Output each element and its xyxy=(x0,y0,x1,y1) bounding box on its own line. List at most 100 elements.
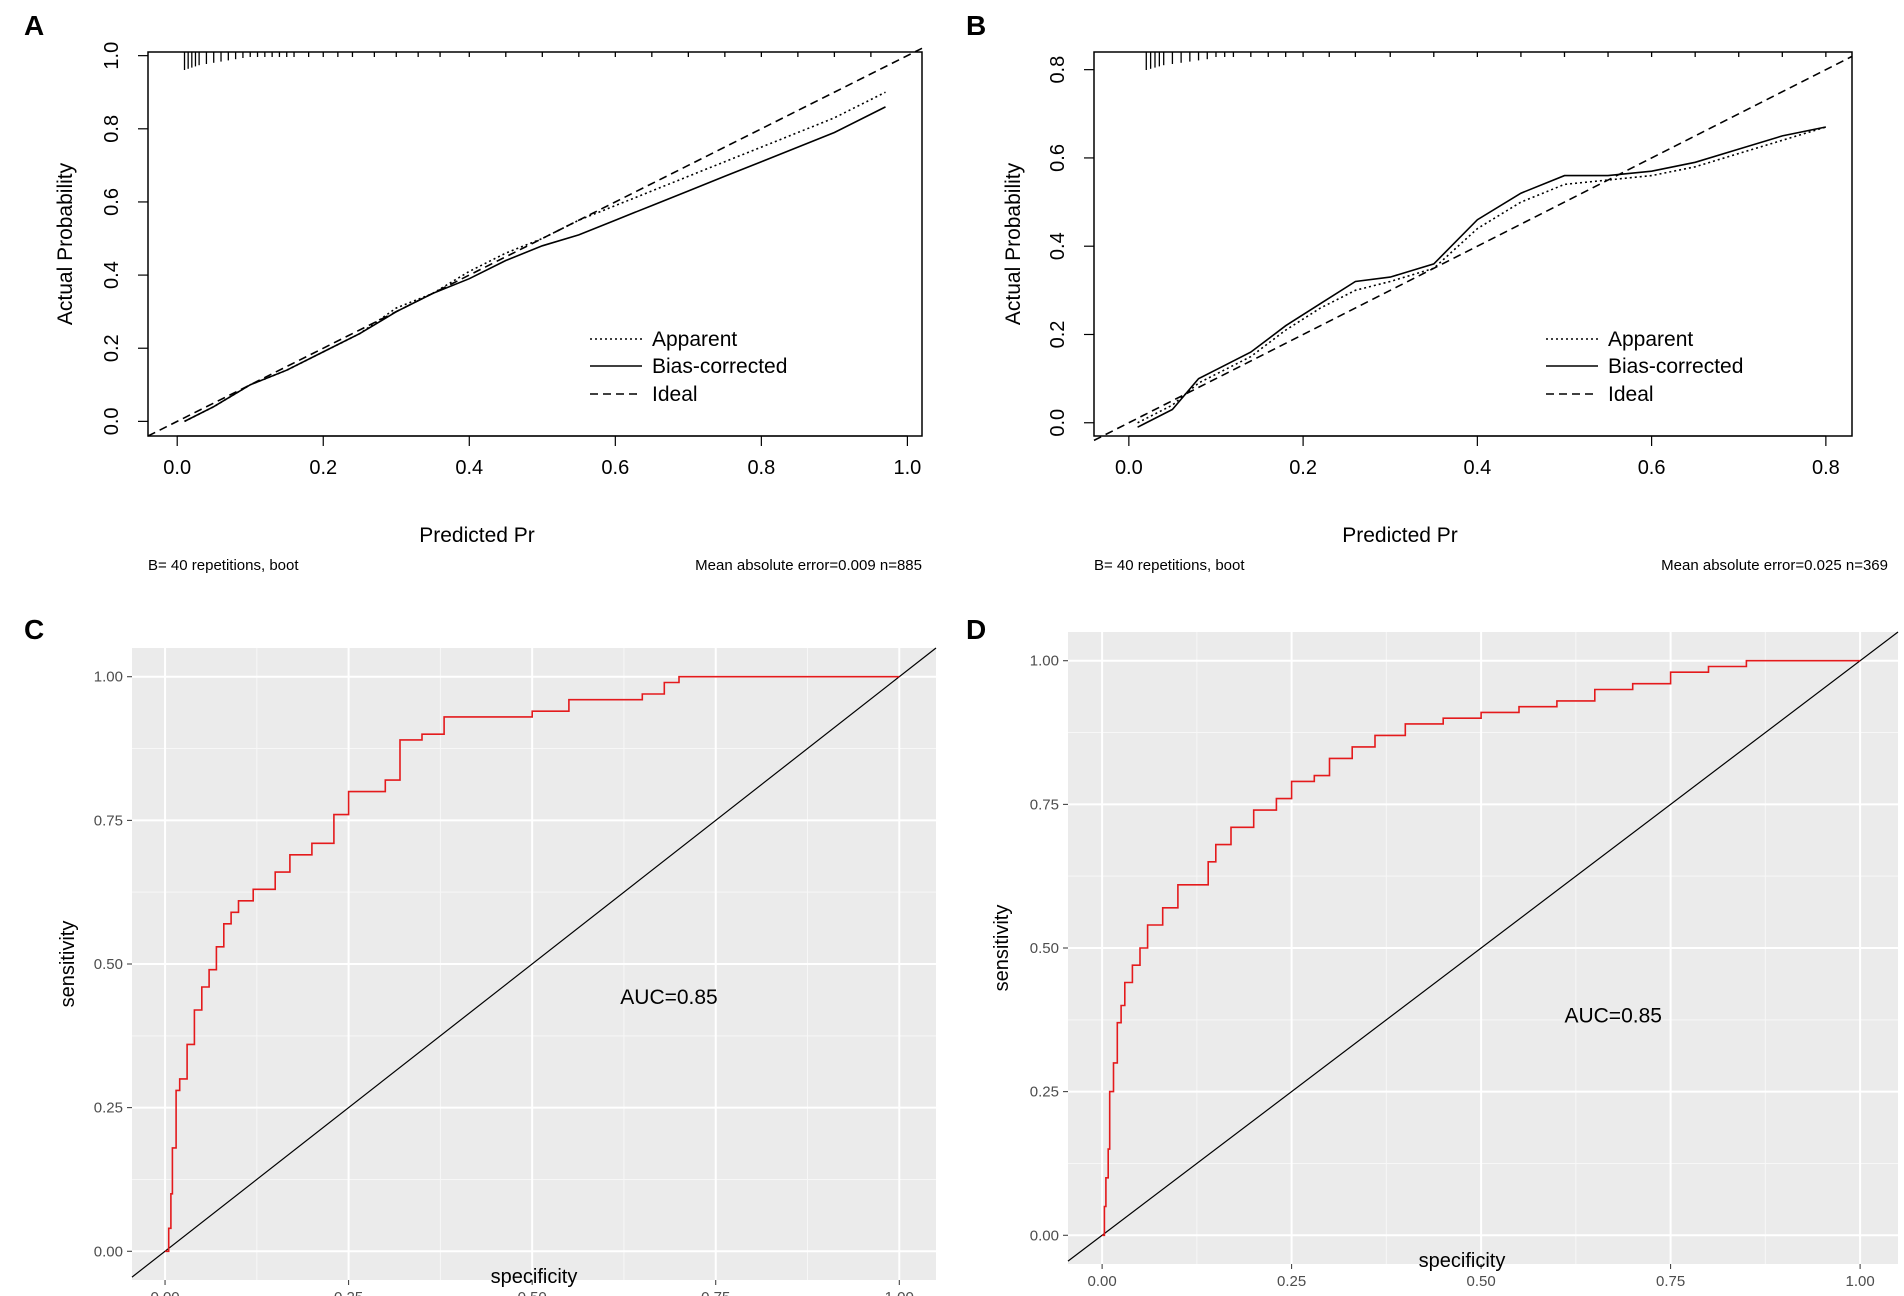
legend-bias-corrected: Bias-corrected xyxy=(1608,355,1743,378)
y-tick-label: 0.2 xyxy=(1047,321,1069,349)
ideal-line-b xyxy=(1093,55,1853,442)
x-axis-label: specificity xyxy=(491,1266,578,1288)
y-tick-label: 0.4 xyxy=(1047,232,1069,260)
footer-right: Mean absolute error=0.009 n=885 xyxy=(695,557,922,574)
series-bias-corrected xyxy=(184,106,886,423)
roc-curve-c xyxy=(165,675,900,1253)
x-ticks-c: 0.00 0.25 0.50 0.75 1.00 xyxy=(150,1280,914,1296)
gridlines-c xyxy=(132,648,936,1280)
y-ticks-c: 0.00 0.25 0.50 0.75 1.00 xyxy=(94,669,132,1260)
legend-bias-corrected: Bias-corrected xyxy=(652,355,787,378)
x-tick-label: 0.0 xyxy=(163,457,191,479)
roc-curve-line xyxy=(1102,659,1861,1237)
chart-c: 0.00 0.25 0.50 0.75 1.00 0.00 0.25 0.50 0.75 1.0… xyxy=(57,647,937,1296)
y-axis-label: Actual Probability xyxy=(1002,162,1025,325)
ideal-line-a xyxy=(147,47,923,437)
x-ticks-a: 0.0 0.2 0.4 0.6 0.8 1.0 xyxy=(163,435,921,479)
x-tick-label: 0.0 xyxy=(1115,457,1143,479)
x-tick-label: 0.6 xyxy=(601,457,629,479)
y-tick-label: 0.8 xyxy=(1047,56,1069,84)
x-tick-label: 0.2 xyxy=(309,457,337,479)
series-ideal xyxy=(147,47,923,437)
x-tick-label: 0.50 xyxy=(1467,1273,1496,1290)
footer-right: Mean absolute error=0.025 n=369 xyxy=(1661,557,1888,574)
y-tick-label: 0.25 xyxy=(94,1100,123,1117)
x-tick-label: 1.00 xyxy=(1845,1273,1874,1290)
y-axis-label: sensitivity xyxy=(991,905,1013,992)
y-tick-label: 0.00 xyxy=(1030,1227,1059,1244)
footer-left: B= 40 repetitions, boot xyxy=(1094,557,1245,574)
y-ticks-a: 0.0 0.2 0.4 0.6 0.8 1.0 xyxy=(101,42,148,435)
y-ticks-d: 0.00 0.25 0.50 0.75 1.00 xyxy=(1030,653,1068,1244)
y-tick-label: 0.8 xyxy=(101,115,123,143)
legend-b: Apparent Bias-corrected Ideal xyxy=(1546,328,1743,406)
x-tick-label: 0.25 xyxy=(1277,1273,1306,1290)
y-axis-label: Actual Probability xyxy=(54,162,77,325)
y-tick-label: 1.00 xyxy=(94,669,123,686)
y-tick-label: 0.50 xyxy=(1030,940,1059,957)
y-tick-label: 0.0 xyxy=(1047,409,1069,437)
reference-line-d xyxy=(1067,631,1899,1262)
y-tick-label: 0.25 xyxy=(1030,1084,1059,1101)
x-tick-label: 0.6 xyxy=(1638,457,1666,479)
y-tick-label: 0.0 xyxy=(101,407,123,435)
x-tick-label: 0.8 xyxy=(1812,457,1840,479)
chart-b: 0.0 0.2 0.4 0.6 0.8 0.0 0.2 0.4 0.6 0.8 Predicte… xyxy=(1002,51,1888,574)
x-tick-label: 0.25 xyxy=(334,1289,363,1296)
panel-letter-d: D xyxy=(966,614,987,645)
x-tick-label: 0.00 xyxy=(1088,1273,1117,1290)
x-axis-label: specificity xyxy=(1419,1250,1506,1272)
y-tick-label: 0.2 xyxy=(101,334,123,362)
series-lines-a xyxy=(184,91,886,423)
legend-apparent: Apparent xyxy=(1608,328,1693,351)
y-tick-label: 1.00 xyxy=(1030,653,1059,670)
reference-line-c xyxy=(131,647,937,1278)
chart-d: 0.00 0.25 0.50 0.75 1.00 0.00 0.25 0.50 0.75 1.0… xyxy=(991,631,1899,1290)
y-ticks-b: 0.0 0.2 0.4 0.6 0.8 xyxy=(1047,56,1094,437)
x-axis-label: Predicted Pr xyxy=(419,524,535,547)
x-ticks-b: 0.0 0.2 0.4 0.6 0.8 xyxy=(1115,435,1840,479)
y-tick-label: 0.6 xyxy=(1047,144,1069,172)
x-tick-label: 0.8 xyxy=(747,457,775,479)
reference-diagonal xyxy=(1067,631,1899,1262)
x-tick-label: 0.4 xyxy=(455,457,483,479)
y-tick-label: 0.50 xyxy=(94,956,123,973)
plot-frame xyxy=(1093,51,1853,437)
x-axis-label: Predicted Pr xyxy=(1342,524,1458,547)
rug-a xyxy=(183,52,872,70)
x-tick-label: 0.75 xyxy=(1656,1273,1685,1290)
legend-apparent: Apparent xyxy=(652,328,737,351)
x-tick-label: 0.4 xyxy=(1463,457,1491,479)
x-tick-label: 1.00 xyxy=(885,1289,914,1296)
auc-annotation: AUC=0.85 xyxy=(1564,1005,1661,1028)
footer-left: B= 40 repetitions, boot xyxy=(148,557,299,574)
roc-curve-d xyxy=(1102,659,1861,1237)
x-tick-label: 0.75 xyxy=(701,1289,730,1296)
x-tick-label: 1.0 xyxy=(893,457,921,479)
reference-diagonal xyxy=(131,647,937,1278)
roc-curve-line xyxy=(165,675,900,1253)
y-tick-label: 0.75 xyxy=(94,812,123,829)
y-tick-label: 0.6 xyxy=(101,188,123,216)
series-bias-corrected xyxy=(1137,126,1827,428)
y-tick-label: 0.4 xyxy=(101,261,123,289)
x-tick-label: 0.2 xyxy=(1289,457,1317,479)
auc-annotation: AUC=0.85 xyxy=(620,986,717,1009)
legend-ideal: Ideal xyxy=(1608,383,1654,406)
y-tick-label: 0.00 xyxy=(94,1243,123,1260)
y-tick-label: 0.75 xyxy=(1030,796,1059,813)
x-ticks-d: 0.00 0.25 0.50 0.75 1.00 xyxy=(1088,1264,1875,1290)
x-tick-label: 0.00 xyxy=(150,1289,179,1296)
y-tick-label: 1.0 xyxy=(101,42,123,70)
panel-letter-b: B xyxy=(966,10,987,41)
series-apparent xyxy=(1137,126,1827,424)
panel-letter-c: C xyxy=(24,614,45,645)
legend-ideal: Ideal xyxy=(652,383,698,406)
series-ideal xyxy=(1093,55,1853,442)
y-axis-label: sensitivity xyxy=(57,921,79,1008)
legend-a: Apparent Bias-corrected Ideal xyxy=(590,328,787,406)
chart-a: 0.0 0.2 0.4 0.6 0.8 1.0 0.0 0.2 0.4 0.6 0.8 1.0 Pr… xyxy=(54,42,923,574)
rug-b xyxy=(1145,52,1827,70)
panel-letter-a: A xyxy=(24,10,45,41)
series-lines-b xyxy=(1137,126,1827,428)
